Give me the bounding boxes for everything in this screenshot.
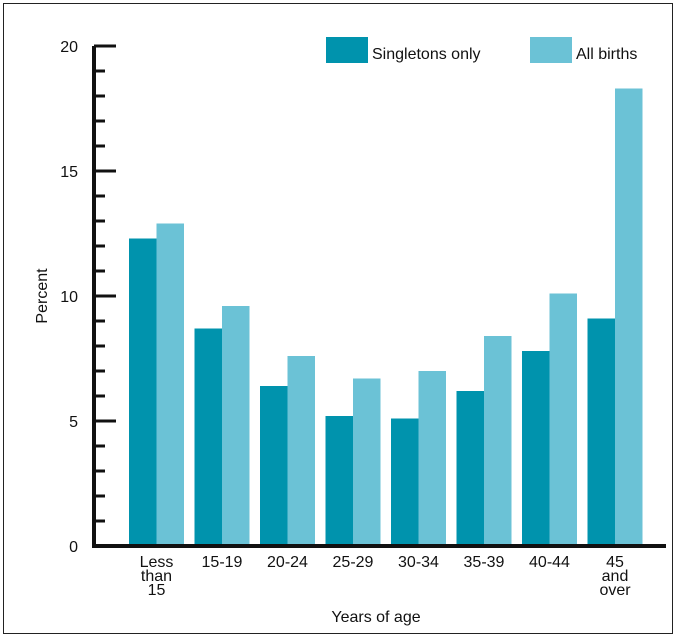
bars-layer bbox=[129, 88, 643, 546]
x-tick-label: than bbox=[141, 568, 172, 585]
legend-swatch-all-births bbox=[530, 37, 572, 63]
bar-singletons-only-1 bbox=[194, 328, 222, 546]
bar-singletons-only-7 bbox=[587, 318, 615, 546]
bar-all-births-0 bbox=[156, 223, 184, 546]
bar-all-births-2 bbox=[287, 356, 315, 546]
bar-singletons-only-4 bbox=[391, 418, 419, 546]
x-tick-label: 15-19 bbox=[202, 554, 243, 571]
bar-all-births-6 bbox=[549, 293, 577, 546]
x-tick-label: 40-44 bbox=[529, 554, 570, 571]
x-tick-label: 35-39 bbox=[464, 554, 505, 571]
legend-swatch-singletons-only bbox=[326, 37, 368, 63]
bar-singletons-only-5 bbox=[456, 391, 484, 546]
chart-frame bbox=[3, 3, 673, 634]
legend-label: Singletons only bbox=[372, 46, 481, 63]
y-tick-label: 5 bbox=[69, 414, 78, 431]
x-tick-label: and bbox=[602, 568, 629, 585]
y-tick-label: 10 bbox=[60, 289, 78, 306]
y-tick-label: 0 bbox=[69, 539, 78, 556]
bar-all-births-4 bbox=[418, 371, 446, 546]
x-axis-label: Years of age bbox=[331, 609, 420, 626]
bar-all-births-5 bbox=[484, 336, 512, 546]
legend-label: All births bbox=[576, 46, 637, 63]
x-tick-label: 20-24 bbox=[267, 554, 308, 571]
y-axis-label: Percent bbox=[34, 268, 51, 324]
x-tick-label: over bbox=[599, 582, 631, 599]
x-tick-label: Less bbox=[140, 554, 174, 571]
axes-layer bbox=[92, 44, 666, 548]
bar-singletons-only-3 bbox=[325, 416, 353, 546]
y-tick-label: 15 bbox=[60, 164, 78, 181]
bar-all-births-3 bbox=[353, 378, 381, 546]
x-tick-label: 25-29 bbox=[333, 554, 374, 571]
bar-singletons-only-6 bbox=[522, 351, 550, 546]
bar-all-births-1 bbox=[222, 306, 250, 546]
legend: Singletons only All births bbox=[326, 37, 637, 63]
x-tick-label: 30-34 bbox=[398, 554, 439, 571]
x-tick-label: 45 bbox=[606, 554, 624, 571]
bar-singletons-only-0 bbox=[129, 238, 157, 546]
bar-singletons-only-2 bbox=[260, 386, 288, 546]
y-tick-label: 20 bbox=[60, 39, 78, 56]
bar-all-births-7 bbox=[615, 88, 643, 546]
x-tick-label: 15 bbox=[148, 582, 166, 599]
